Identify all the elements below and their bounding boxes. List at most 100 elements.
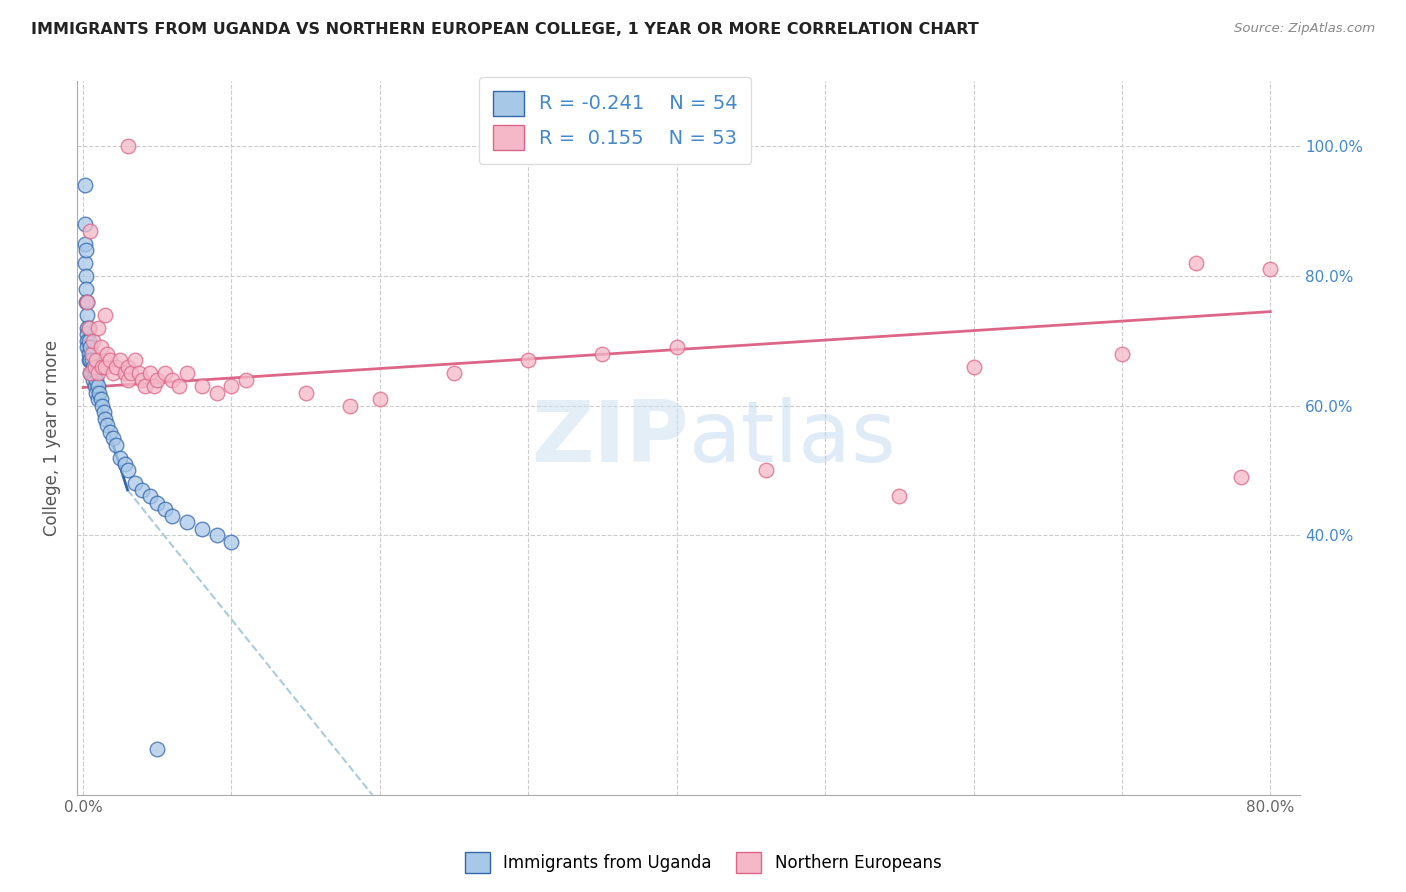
Point: [76, 294, 98, 309]
Point: [82, 334, 104, 348]
Point: [73, 178, 96, 193]
Point: [124, 353, 146, 368]
Point: [94, 359, 117, 374]
Point: [101, 366, 124, 380]
Point: [114, 457, 136, 471]
Point: [962, 359, 984, 374]
Point: [205, 528, 228, 542]
Text: Source: ZipAtlas.com: Source: ZipAtlas.com: [1234, 22, 1375, 36]
Point: [368, 392, 391, 407]
Point: [91, 399, 114, 413]
Point: [108, 353, 131, 368]
Point: [517, 353, 540, 368]
Point: [190, 522, 212, 536]
Point: [1111, 347, 1133, 361]
Point: [153, 366, 176, 380]
Point: [98, 353, 121, 368]
Point: [235, 373, 257, 387]
Point: [76, 327, 98, 342]
Point: [75, 268, 97, 283]
Point: [143, 379, 166, 393]
Point: [76, 340, 98, 354]
Point: [77, 321, 100, 335]
Point: [87, 321, 110, 335]
Point: [96, 418, 118, 433]
Point: [79, 224, 101, 238]
Point: [160, 508, 183, 523]
Point: [134, 379, 156, 393]
Point: [77, 353, 100, 368]
Point: [76, 334, 98, 348]
Point: [75, 282, 97, 296]
Point: [108, 450, 131, 465]
Point: [104, 359, 127, 374]
Point: [80, 353, 103, 368]
Point: [93, 405, 115, 419]
Point: [176, 366, 198, 380]
Point: [75, 243, 97, 257]
Point: [75, 294, 97, 309]
Point: [83, 359, 105, 374]
Point: [86, 385, 108, 400]
Point: [146, 496, 169, 510]
Point: [76, 321, 98, 335]
Point: [339, 399, 361, 413]
Point: [79, 366, 101, 380]
Point: [294, 385, 316, 400]
Point: [665, 340, 688, 354]
Point: [80, 366, 103, 380]
Point: [87, 366, 110, 380]
Point: [90, 340, 112, 354]
Point: [73, 217, 96, 231]
Point: [139, 366, 162, 380]
Point: [76, 294, 98, 309]
Point: [889, 490, 911, 504]
Point: [86, 373, 108, 387]
Y-axis label: College, 1 year or more: College, 1 year or more: [44, 340, 60, 536]
Point: [1185, 256, 1208, 270]
Point: [221, 534, 243, 549]
Text: atlas: atlas: [689, 397, 897, 480]
Point: [73, 236, 96, 251]
Point: [146, 742, 169, 756]
Point: [221, 379, 243, 393]
Text: ZIP: ZIP: [531, 397, 689, 480]
Point: [98, 425, 121, 439]
Point: [73, 256, 96, 270]
Point: [77, 347, 100, 361]
Point: [117, 373, 139, 387]
Point: [82, 373, 104, 387]
Point: [128, 366, 150, 380]
Point: [190, 379, 212, 393]
Point: [755, 463, 778, 477]
Point: [79, 353, 101, 368]
Point: [205, 385, 228, 400]
Point: [146, 373, 169, 387]
Legend: R = -0.241    N = 54, R =  0.155    N = 53: R = -0.241 N = 54, R = 0.155 N = 53: [479, 77, 751, 164]
Point: [96, 347, 118, 361]
Point: [1260, 262, 1282, 277]
Point: [82, 359, 104, 374]
Point: [117, 359, 139, 374]
Point: [87, 379, 110, 393]
Point: [80, 347, 103, 361]
Point: [592, 347, 614, 361]
Point: [131, 483, 153, 497]
Point: [160, 373, 183, 387]
Point: [76, 308, 98, 322]
Point: [79, 340, 101, 354]
Point: [176, 516, 198, 530]
Text: IMMIGRANTS FROM UGANDA VS NORTHERN EUROPEAN COLLEGE, 1 YEAR OR MORE CORRELATION : IMMIGRANTS FROM UGANDA VS NORTHERN EUROP…: [31, 22, 979, 37]
Point: [139, 490, 162, 504]
Point: [89, 385, 111, 400]
Point: [91, 359, 114, 374]
Point: [131, 373, 153, 387]
Point: [443, 366, 465, 380]
Point: [83, 366, 105, 380]
Point: [114, 366, 136, 380]
Legend: Immigrants from Uganda, Northern Europeans: Immigrants from Uganda, Northern Europea…: [458, 846, 948, 880]
Point: [83, 379, 105, 393]
Point: [77, 334, 100, 348]
Point: [104, 437, 127, 451]
Point: [86, 353, 108, 368]
